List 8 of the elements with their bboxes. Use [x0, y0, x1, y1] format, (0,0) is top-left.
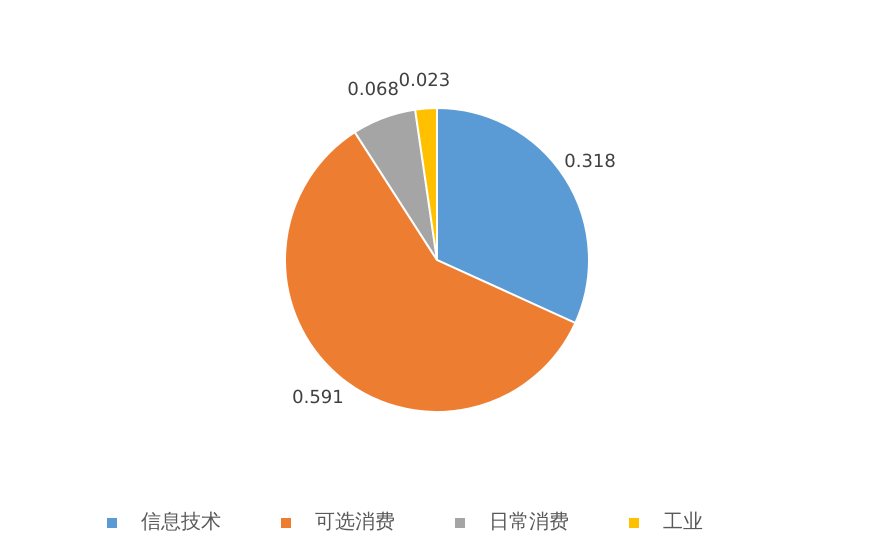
- legend-label: 可选消费: [315, 509, 395, 533]
- legend-label: 日常消费: [489, 509, 569, 533]
- legend-label: 工业: [663, 509, 703, 533]
- data-label: 0.023: [398, 70, 450, 91]
- data-label: 0.318: [564, 151, 616, 172]
- data-label: 0.068: [347, 79, 399, 100]
- data-label: 0.591: [292, 387, 344, 408]
- legend-label: 信息技术: [141, 509, 221, 533]
